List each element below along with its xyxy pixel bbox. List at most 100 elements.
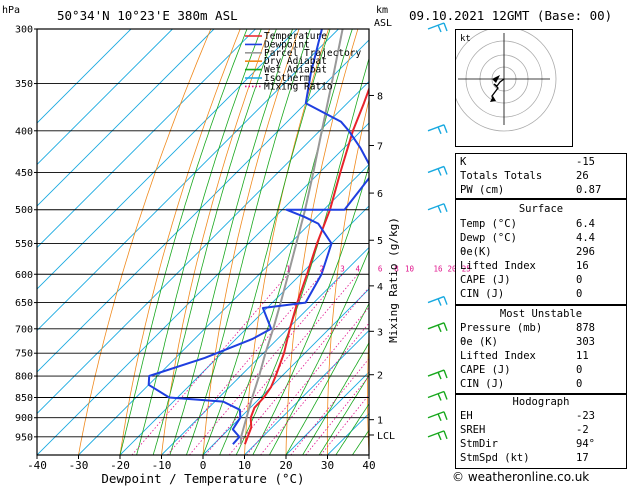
surface-cape-label: CAPE (J) — [460, 274, 511, 286]
profile-lines — [147, 29, 369, 445]
wind-barb-flag — [437, 168, 442, 176]
height-unit-km-label: km — [376, 5, 388, 16]
mixing-ratio-line — [246, 306, 369, 455]
height-km-label: 5 — [377, 236, 383, 247]
mixing-ratio-line — [167, 274, 323, 455]
isotherm-line — [37, 29, 339, 332]
index-k-value: -15 — [576, 156, 595, 168]
wind-barb-flag — [437, 324, 442, 333]
hodo-sreh-value: -2 — [576, 424, 589, 436]
wind-barb-flag — [437, 413, 442, 421]
wind-barb — [427, 22, 445, 30]
temp-tick-label: 20 — [279, 459, 292, 472]
wind-barb-flag — [443, 22, 448, 32]
surface-thetae-value: 296 — [576, 246, 595, 258]
isotherm-line — [78, 163, 369, 455]
surface-cin-label: CIN (J) — [460, 288, 505, 300]
mixing-ratio-label: 20 — [447, 264, 457, 273]
wind-barb-flag — [443, 391, 448, 400]
wind-barb — [427, 390, 445, 399]
wind-barb-flag — [443, 166, 448, 175]
index-pw-value: 0.87 — [576, 184, 602, 196]
mixing-ratio-label: 4 — [356, 264, 361, 273]
wind-barb — [427, 203, 445, 211]
mu-li-label: Lifted Index — [460, 350, 536, 362]
legend-entry-label: Parcel Trajectory — [264, 48, 362, 59]
chart-header-location: 50°34'N 10°23'E 380m ASL — [57, 8, 238, 23]
pressure-tick-label: 400 — [15, 126, 33, 137]
wind-barb — [427, 124, 445, 132]
pressure-tick-label: 500 — [15, 205, 33, 216]
index-tt-value: 26 — [576, 170, 589, 182]
surface-li-value: 16 — [576, 260, 589, 272]
wind-barb — [427, 369, 445, 377]
isotherm-line — [37, 80, 369, 415]
temp-tick-label: 40 — [362, 459, 375, 472]
temp-tick-label: -20 — [110, 459, 130, 472]
chart-datetime: 09.10.2021 12GMT (Base: 00) — [409, 8, 613, 23]
wind-barb-flag — [437, 126, 442, 135]
indices-box: K -15 Totals Totals 26 PW (cm) 0.87 — [455, 153, 627, 199]
pressure-tick-label: 550 — [15, 239, 33, 250]
hodo-stmspd-value: 17 — [576, 452, 589, 464]
wet-adiabat-line — [269, 249, 369, 455]
isotherm-line — [37, 29, 298, 290]
hodo-stmspd-label: StmSpd (kt) — [460, 452, 530, 464]
mu-thetae-value: 303 — [576, 336, 595, 348]
pressure-tick-label: 750 — [15, 349, 33, 360]
surface-title: Surface — [518, 203, 564, 215]
credit-text: © weatheronline.co.uk — [452, 470, 590, 484]
surface-cin-value: 0 — [576, 288, 583, 300]
mixing-ratio-line — [131, 274, 289, 455]
mixing-ratio-line — [189, 274, 343, 455]
hodograph-plot: kt — [451, 26, 557, 132]
temp-tick-label: -30 — [69, 459, 89, 472]
mu-cape-label: CAPE (J) — [460, 364, 511, 376]
index-k-label: K — [460, 156, 467, 168]
pressure-tick-label: 650 — [15, 298, 33, 309]
legend-entry-label: Dry Adiabat — [264, 56, 327, 67]
wind-barb-flag — [443, 369, 448, 379]
dry-adiabat-line — [407, 29, 447, 455]
wind-barb-flag — [443, 430, 448, 440]
height-km-label: LCL — [377, 431, 395, 442]
pressure-tick-label: 850 — [15, 393, 33, 404]
mixing-ratio-label: 6 — [378, 264, 383, 273]
hodo-eh-value: -23 — [576, 410, 595, 422]
wind-barb-flag — [437, 298, 442, 306]
mu-li-value: 11 — [576, 350, 589, 362]
right-axis-label: Mixing Ratio (g/kg) — [387, 217, 400, 343]
isotherm-line — [285, 371, 369, 455]
index-tt-label: Totals Totals — [460, 170, 543, 182]
isotherm-line — [37, 39, 369, 373]
wind-barb-flag — [443, 296, 448, 305]
hodo-stmdir-value: 94° — [576, 438, 595, 450]
mu-pressure-value: 878 — [576, 322, 595, 334]
wind-barb-flag — [437, 432, 442, 441]
hodo-eh-label: EH — [460, 410, 473, 422]
wet-adiabat-line — [136, 29, 262, 455]
surface-thetae-label: θe(K) — [460, 246, 492, 258]
wind-barb — [427, 430, 445, 438]
surface-box: Surface Temp (°C) 6.4 Dewp (°C) 4.4 θe(K) 2… — [455, 199, 627, 305]
mu-cape-value: 0 — [576, 364, 583, 376]
temp-tick-label: -10 — [152, 459, 172, 472]
legend-entry-label: Mixing Ratio — [264, 81, 333, 92]
mu-cin-value: 0 — [576, 378, 583, 390]
hodograph-panel: kt — [451, 26, 573, 147]
isotherm-line — [202, 288, 369, 455]
wind-barb-flag — [443, 322, 448, 332]
dewpoint-line — [147, 29, 369, 445]
wind-barbs — [427, 22, 448, 441]
wind-barb — [427, 411, 445, 419]
wet-adiabat-line — [285, 302, 369, 455]
isotherm-line — [37, 29, 132, 124]
wind-barb-flag — [437, 24, 442, 33]
isotherm-line — [37, 122, 369, 455]
mixing-ratio-label: 10 — [405, 264, 415, 273]
surface-temp-label: Temp (°C) — [460, 218, 517, 230]
pressure-tick-label: 900 — [15, 413, 33, 424]
wind-barb-flag — [437, 393, 442, 401]
mixing-ratio-label: 2 — [319, 264, 324, 273]
